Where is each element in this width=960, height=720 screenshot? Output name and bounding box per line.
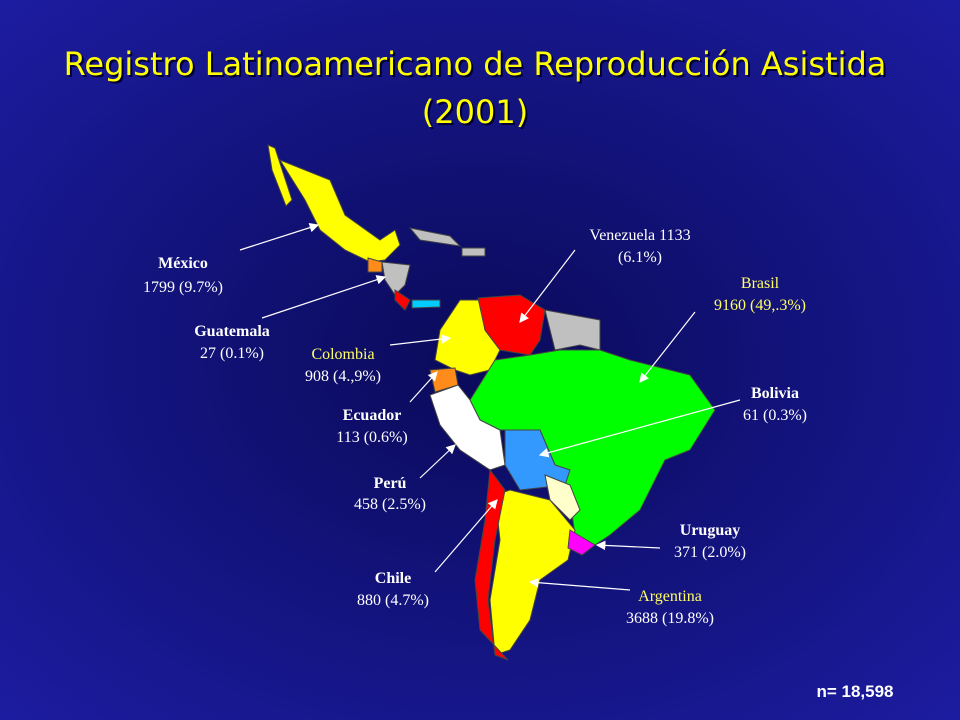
country-value: (6.1%) xyxy=(618,249,662,266)
labels: México 1799 (9.7%) Guatemala 27 (0.1%) C… xyxy=(143,227,807,627)
country-value: 1799 (9.7%) xyxy=(143,279,223,296)
map xyxy=(267,144,716,661)
country-value: 371 (2.0%) xyxy=(674,544,746,561)
guatemala xyxy=(367,257,383,273)
uruguay xyxy=(567,529,596,556)
leader xyxy=(639,311,696,383)
leader xyxy=(528,577,631,591)
chile xyxy=(474,468,509,661)
country-name: México xyxy=(158,255,208,272)
country-value: 880 (4.7%) xyxy=(357,592,429,609)
country-value: 61 (0.3%) xyxy=(743,407,807,424)
country-value: 908 (4.,9%) xyxy=(305,368,381,385)
country-name: Chile xyxy=(375,570,411,587)
leader xyxy=(261,275,387,319)
country-value: 27 (0.1%) xyxy=(200,345,264,362)
leader xyxy=(519,249,576,323)
leader xyxy=(419,444,456,479)
leaders xyxy=(239,222,741,591)
country-name: Guatemala xyxy=(194,323,270,340)
country-value: 9160 (49,.3%) xyxy=(714,297,806,314)
argentina xyxy=(489,489,576,656)
paraguay xyxy=(544,474,581,521)
country-name: Colombia xyxy=(311,346,374,363)
country-name: Argentina xyxy=(638,588,702,605)
leader xyxy=(595,540,661,551)
total: n= 18,598 xyxy=(816,682,893,701)
country-name: Perú xyxy=(374,475,407,492)
country-name: Bolivia xyxy=(751,385,799,402)
baja xyxy=(267,144,293,207)
bolivia xyxy=(504,429,571,491)
costa-rica xyxy=(394,289,411,311)
country-name: Brasil xyxy=(741,275,780,292)
cuba xyxy=(408,227,462,247)
country-name: Venezuela 1133 xyxy=(589,227,690,244)
leader xyxy=(409,371,438,403)
country-name: Ecuador xyxy=(343,407,402,424)
title-shadow: (2001) xyxy=(424,95,530,133)
leader xyxy=(434,499,498,573)
country-value: 3688 (19.8%) xyxy=(626,610,714,627)
guyanas xyxy=(544,309,601,351)
title: (2001) xyxy=(422,93,528,131)
title-shadow: Registro Latinoamericano de Reproducción… xyxy=(66,47,889,85)
hispaniola xyxy=(461,247,486,257)
country-name: Uruguay xyxy=(680,522,740,539)
venezuela xyxy=(477,294,546,356)
leader xyxy=(239,222,320,251)
country-value: 458 (2.5%) xyxy=(354,496,426,513)
country-value: 113 (0.6%) xyxy=(336,429,407,446)
leader xyxy=(389,334,452,346)
leader xyxy=(538,399,741,458)
panama xyxy=(411,299,441,309)
peru xyxy=(429,384,506,471)
title: Registro Latinoamericano de Reproducción… xyxy=(64,45,887,83)
